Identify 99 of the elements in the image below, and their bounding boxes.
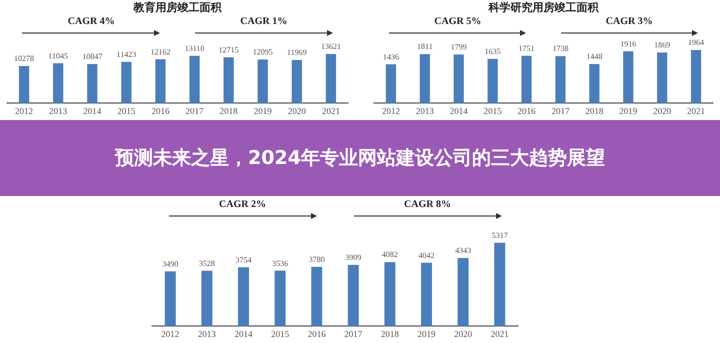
data-label: 10847 (82, 52, 102, 62)
x-tick-label: 2013 (198, 328, 216, 339)
data-label: 1916 (620, 39, 636, 48)
bar (292, 60, 302, 104)
bar (420, 54, 430, 104)
x-tick-label: 2021 (687, 106, 706, 116)
x-tick-label: 2014 (83, 106, 102, 116)
data-label: 4042 (418, 250, 434, 260)
x-tick-label: 2020 (653, 106, 672, 116)
text: 预测未来之星，2024年专业网站建设公司的三大趋势展望 (115, 146, 605, 171)
bar (348, 264, 359, 326)
text: CAGR 5% (434, 16, 482, 27)
data-label: 1751 (518, 44, 535, 53)
text: CAGR 1% (240, 16, 288, 27)
bar (623, 51, 634, 104)
text: CAGR 8% (404, 199, 451, 210)
text: CAGR 4% (68, 16, 115, 27)
bar (189, 56, 200, 104)
x-tick-label: 2019 (418, 328, 436, 339)
bar (53, 63, 64, 104)
data-label: 5317 (492, 230, 508, 240)
bar (18, 66, 30, 104)
bar (488, 58, 498, 104)
x-tick-label: 2018 (220, 106, 238, 116)
bar (87, 64, 98, 104)
data-label: 1436 (382, 52, 399, 62)
bar (326, 54, 336, 104)
x-tick-label: 2016 (151, 106, 170, 116)
chart-title: 教育用房竣工面积 (132, 0, 223, 15)
x-tick-label: 2012 (382, 106, 400, 116)
text: CAGR 3% (606, 16, 653, 27)
data-label: 10278 (14, 54, 34, 64)
x-tick-label: 2020 (288, 106, 306, 116)
x-tick-label: 2021 (322, 106, 340, 116)
x-tick-label: 2014 (234, 328, 253, 339)
data-label: 13110 (184, 44, 204, 53)
data-label: 4082 (382, 250, 398, 260)
x-tick-label: 2015 (271, 328, 290, 339)
x-tick-label: 2018 (380, 328, 400, 339)
bar (258, 59, 268, 104)
x-tick-label: 2012 (15, 106, 34, 116)
data-label: 12162 (150, 47, 170, 56)
bar (121, 62, 132, 104)
data-label: 1448 (586, 52, 602, 62)
x-tick-label: 2019 (619, 106, 638, 116)
data-label: 11423 (116, 50, 136, 60)
x-tick-label: 2013 (416, 106, 434, 116)
bar (555, 56, 566, 104)
bar (454, 54, 464, 104)
x-tick-label: 2019 (254, 106, 272, 116)
x-tick-label: 2014 (450, 106, 468, 116)
bar (238, 267, 249, 326)
bar (494, 242, 506, 326)
data-label: 1811 (417, 42, 433, 52)
data-label: 1964 (688, 38, 704, 48)
data-label: 1635 (484, 46, 501, 56)
bar (386, 64, 396, 104)
x-tick-label: 2015 (117, 106, 136, 116)
data-label: 4343 (455, 246, 472, 256)
data-label: 1869 (654, 40, 670, 50)
data-label: 3490 (162, 260, 178, 268)
data-label: 3780 (308, 254, 325, 264)
x-tick-label: 2013 (49, 106, 68, 116)
data-label: 11045 (48, 51, 68, 60)
data-label: 11969 (287, 48, 307, 58)
bar (421, 262, 432, 326)
bar (274, 270, 286, 326)
x-tick-label: 2017 (186, 106, 204, 116)
bar (311, 266, 322, 326)
bar (224, 57, 234, 104)
data-label: 3754 (236, 255, 252, 264)
x-tick-label: 2020 (454, 328, 473, 339)
bar (657, 52, 668, 104)
x-tick-label: 2016 (308, 328, 326, 339)
data-label: 1799 (450, 42, 467, 52)
x-tick-label: 2017 (551, 106, 570, 116)
bar (458, 258, 469, 326)
data-label: 3528 (198, 258, 215, 268)
bar (589, 64, 600, 104)
bar (690, 50, 702, 104)
data-label: 12715 (218, 45, 239, 54)
data-label: 3909 (345, 252, 362, 262)
text: CAGR 2% (219, 199, 266, 210)
x-tick-label: 2012 (161, 328, 180, 339)
bar (155, 59, 166, 104)
x-tick-label: 2018 (585, 106, 604, 116)
bar (201, 270, 212, 326)
data-label: 1738 (552, 44, 568, 54)
x-tick-label: 2016 (518, 106, 536, 116)
x-tick-label: 2021 (490, 328, 509, 339)
x-tick-label: 2017 (344, 328, 363, 339)
data-label: 12095 (252, 48, 273, 57)
data-label: 13621 (320, 42, 341, 52)
bar (384, 262, 396, 326)
x-tick-label: 2015 (484, 106, 502, 116)
bar (164, 271, 176, 326)
bar (521, 56, 532, 104)
chart-title: 科学研究用房竣工面积 (487, 0, 600, 15)
data-label: 3536 (272, 258, 288, 268)
